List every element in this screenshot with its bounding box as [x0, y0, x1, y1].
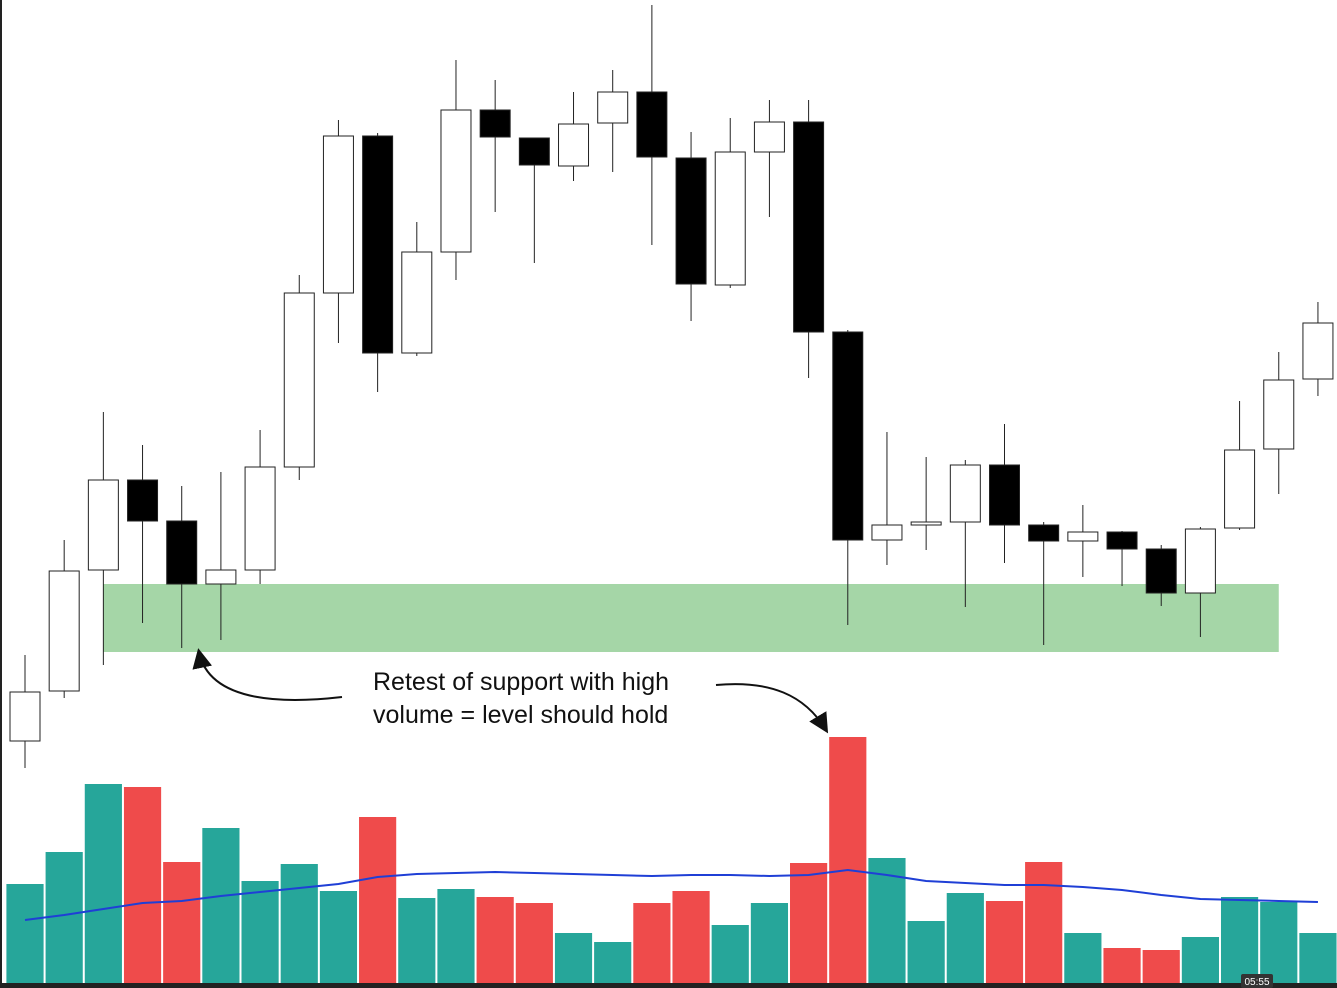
candle-body [558, 123, 590, 167]
frame-edge [0, 983, 1337, 988]
candle-body [910, 521, 942, 526]
candle-body [283, 292, 315, 468]
candle-body [793, 121, 825, 333]
volume-bar [319, 891, 358, 983]
volume-bar [1299, 933, 1337, 983]
volume-bar [1220, 897, 1259, 983]
volume-bar [750, 903, 789, 983]
volume-bar [163, 862, 201, 983]
candle-body [440, 109, 472, 253]
candle-body [1263, 379, 1295, 450]
annotation-line: Retest of support with high [373, 668, 669, 696]
volume-bar [1260, 902, 1298, 983]
volume-bar [672, 891, 710, 983]
candle-body [1184, 528, 1216, 594]
volume-bar [1142, 950, 1180, 983]
volume-ma-line [24, 868, 1318, 921]
volume-bar [202, 828, 240, 983]
candle-body [989, 464, 1020, 526]
candle-body [1067, 531, 1099, 542]
volume-bar [280, 864, 318, 983]
candle-body [244, 466, 276, 571]
candle-body [597, 91, 629, 124]
volume-bar [711, 925, 749, 983]
candle-body [753, 121, 785, 153]
candle-body [127, 479, 159, 522]
volume-bar [476, 897, 514, 983]
timestamp-box [1241, 974, 1273, 988]
volume-bar [1103, 948, 1141, 983]
candle-body [322, 135, 354, 294]
volume-bar [1064, 933, 1102, 983]
volume-bar [1025, 862, 1063, 983]
volume-bar [398, 898, 436, 983]
candle-body [48, 570, 80, 692]
frame-edge [0, 0, 2, 988]
candle-body [1224, 449, 1256, 529]
volume-bar [1181, 937, 1219, 983]
candle-body [1106, 531, 1138, 550]
volume-bar [594, 942, 632, 983]
volume-bar [241, 881, 279, 983]
volume-bar [985, 901, 1024, 983]
candle-body [636, 91, 668, 158]
candle-body [87, 479, 119, 571]
candle-body [949, 464, 981, 523]
volume-bar [84, 784, 122, 983]
annotation-line: volume = level should hold [373, 701, 668, 729]
volume-bar [868, 858, 906, 983]
annotation-arrow [192, 648, 343, 701]
candle-body [479, 109, 511, 138]
volume-bar [359, 817, 397, 983]
candle-body [675, 157, 707, 285]
annotation-arrow [715, 683, 829, 734]
candle-body [166, 520, 198, 585]
support-zone [103, 584, 1279, 652]
volume-bar [633, 903, 671, 983]
timestamp: 05:55 [1244, 977, 1269, 988]
candle-body [1028, 524, 1060, 542]
volume-bar [946, 893, 984, 983]
candle-body [714, 151, 746, 286]
candle-body [1145, 548, 1177, 594]
candle-body [1302, 322, 1334, 380]
volume-bar [790, 863, 828, 983]
candle-body [871, 524, 903, 541]
candle-body [401, 251, 433, 354]
volume-bar [6, 884, 44, 983]
candle-body [832, 331, 864, 541]
candle-body [362, 135, 394, 354]
volume-bar [515, 903, 553, 983]
volume-bar [123, 787, 162, 983]
candle-body [9, 691, 41, 742]
candle-body [205, 569, 237, 585]
volume-bar [907, 921, 945, 983]
volume-bar [437, 889, 475, 983]
volume-bar [829, 737, 867, 983]
volume-bar [554, 933, 593, 983]
candle-body [518, 137, 550, 166]
